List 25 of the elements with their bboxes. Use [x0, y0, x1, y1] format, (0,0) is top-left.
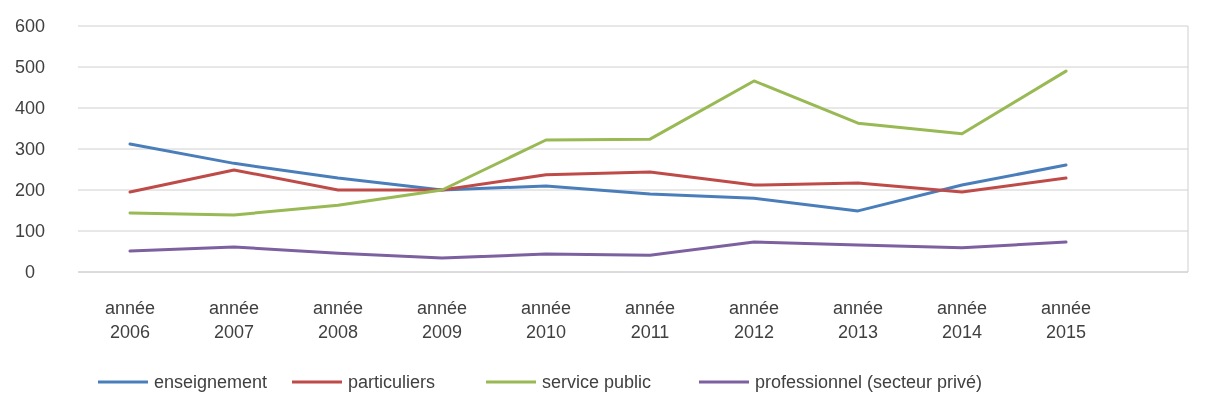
y-tick-label: 600: [14, 16, 46, 36]
legend-label: particuliers: [348, 372, 436, 392]
y-tick-label: 200: [14, 180, 46, 200]
line-series: [128, 240, 1068, 260]
x-tick-label: année 2007: [208, 298, 260, 342]
legend-label: service public: [542, 372, 652, 392]
line-series: [128, 142, 1068, 213]
x-tick-label: année 2012: [728, 298, 780, 342]
y-tick-label: 100: [14, 221, 46, 241]
x-tick-label: année 2006: [104, 298, 156, 342]
x-tick-label: année 2015: [1040, 298, 1092, 342]
x-tick-label: année 2013: [832, 298, 884, 342]
x-tick-label: année 2010: [520, 298, 572, 342]
y-tick-label: 0: [24, 262, 36, 282]
y-tick-label: 400: [14, 98, 46, 118]
x-tick-label: année 2008: [312, 298, 364, 342]
x-tick-label: année 2009: [416, 298, 468, 342]
line-series: [128, 168, 1068, 194]
line-series: [128, 69, 1068, 217]
y-tick-label: 300: [14, 139, 46, 159]
legend-label: professionnel (secteur privé): [755, 372, 983, 392]
x-tick-label: année 2011: [624, 298, 676, 342]
y-tick-label: 500: [14, 57, 46, 77]
legend-label: enseignement: [154, 372, 268, 392]
x-tick-label: année 2014: [936, 298, 988, 342]
